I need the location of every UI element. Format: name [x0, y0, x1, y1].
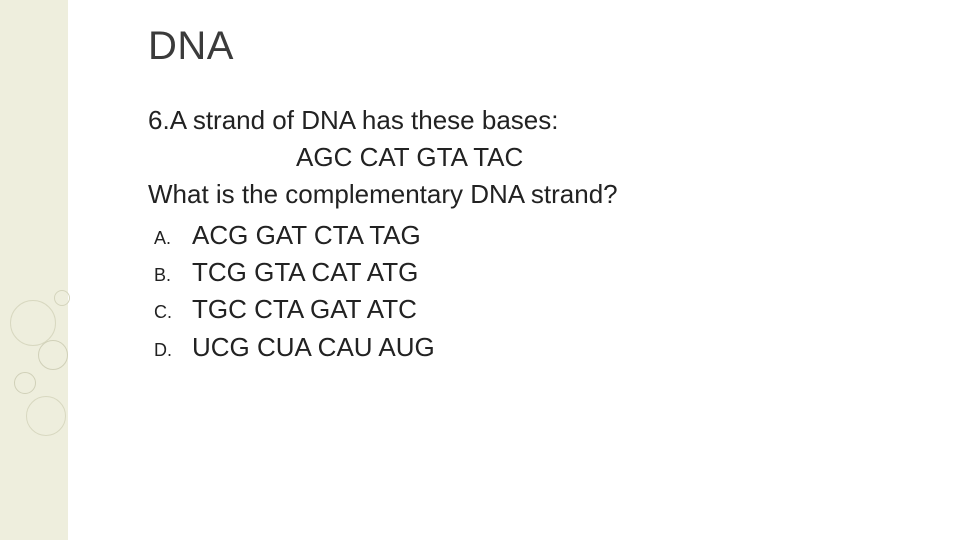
option-text: UCG CUA CAU AUG — [192, 330, 435, 365]
option-letter: B. — [148, 263, 192, 287]
slide-body: 6.A strand of DNA has these bases: AGC C… — [148, 103, 900, 365]
slide-content: DNA 6.A strand of DNA has these bases: A… — [148, 24, 900, 367]
dna-sequence: AGC CAT GTA TAC — [148, 140, 900, 175]
question-line-1: 6.A strand of DNA has these bases: — [148, 103, 900, 138]
option-c: C. TGC CTA GAT ATC — [148, 292, 900, 327]
slide-title: DNA — [148, 24, 900, 69]
option-a: A. ACG GAT CTA TAG — [148, 218, 900, 253]
options-list: A. ACG GAT CTA TAG B. TCG GTA CAT ATG C.… — [148, 218, 900, 364]
decorative-sidebar-band — [0, 0, 68, 540]
option-letter: C. — [148, 300, 192, 324]
option-text: ACG GAT CTA TAG — [192, 218, 421, 253]
decorative-circle — [14, 372, 36, 394]
decorative-circle — [54, 290, 70, 306]
option-b: B. TCG GTA CAT ATG — [148, 255, 900, 290]
question-number: 6. — [148, 105, 170, 135]
question-intro: A strand of DNA has these bases: — [170, 105, 559, 135]
question-prompt: What is the complementary DNA strand? — [148, 177, 900, 212]
decorative-circle — [26, 396, 66, 436]
option-text: TGC CTA GAT ATC — [192, 292, 417, 327]
option-d: D. UCG CUA CAU AUG — [148, 330, 900, 365]
option-letter: D. — [148, 338, 192, 362]
decorative-circle — [38, 340, 68, 370]
option-text: TCG GTA CAT ATG — [192, 255, 418, 290]
decorative-circle — [10, 300, 56, 346]
option-letter: A. — [148, 226, 192, 250]
